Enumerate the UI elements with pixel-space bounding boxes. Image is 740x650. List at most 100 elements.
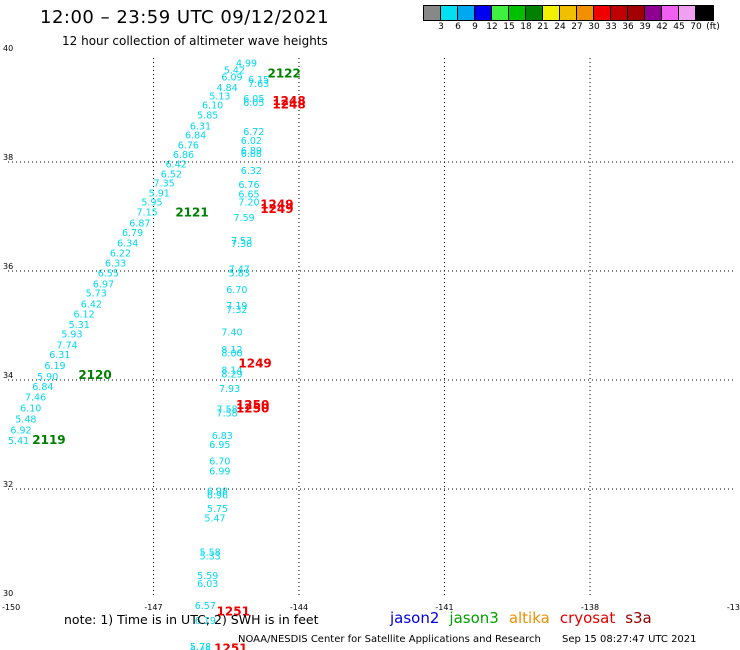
wave-height-label: 6.99 <box>209 466 230 477</box>
pass-time-label: 1248 <box>272 98 305 112</box>
color-swatch <box>509 6 526 20</box>
wave-height-label: 6.65 <box>238 189 259 200</box>
axis-labels: 40 38 36 34 32 30 -150 -147 -144 -141 -138 -13 <box>2 44 740 612</box>
color-scale-label: (ft) <box>706 22 720 32</box>
wave-height-label: 5.93 <box>61 329 82 340</box>
color-scale-label: 42 <box>656 22 668 32</box>
wave-height-label: 7.19 <box>226 301 247 312</box>
wave-height-label: 6.09 <box>221 72 242 83</box>
color-scale-label: 12 <box>486 22 498 32</box>
color-swatch <box>424 6 441 20</box>
wave-height-label: 7.40 <box>221 327 242 338</box>
legend-item-cryosat: cryosat <box>559 609 616 627</box>
wave-height-label: 5.73 <box>86 289 107 300</box>
page-subtitle: 12 hour collection of altimeter wave hei… <box>62 34 328 48</box>
wave-height-label: 5.95 <box>141 198 162 209</box>
wave-height-label: 5.83 <box>229 268 250 279</box>
wave-height-label: 7.15 <box>137 207 158 218</box>
x-tick-label: -141 <box>435 603 453 612</box>
pass-time-label: 2120 <box>78 368 111 382</box>
wave-height-label: 5.75 <box>207 504 228 515</box>
map-note: note: 1) Time is in UTC; 2) SWH is in fe… <box>64 612 319 627</box>
wave-height-labels: 4.995.426.094.845.136.105.856.316.846.76… <box>8 59 269 650</box>
wave-height-label: 7.35 <box>154 179 175 190</box>
wave-height-label: 7.47 <box>229 265 250 276</box>
color-swatch <box>679 6 696 20</box>
color-swatch <box>492 6 509 20</box>
color-swatch <box>441 6 458 20</box>
wave-height-label: 6.84 <box>185 131 206 142</box>
color-scale-label: 21 <box>537 22 549 32</box>
x-tick-label: -138 <box>581 603 599 612</box>
wave-height-label: 5.42 <box>224 66 245 77</box>
y-tick-label: 34 <box>3 371 13 380</box>
color-scale-label: 27 <box>571 22 583 32</box>
wave-height-label: 7.20 <box>238 198 259 209</box>
wave-height-label: 6.88 <box>241 149 262 160</box>
wave-height-label: 5.78 <box>190 642 211 650</box>
pass-time-labels: 2122124812482121124912491249125012502120… <box>32 67 305 650</box>
wave-height-label: 6.45 <box>190 646 211 650</box>
pass-time-label: 1248 <box>272 94 305 108</box>
color-scale-label: 33 <box>605 22 617 32</box>
wave-height-label: 6.97 <box>93 279 114 290</box>
wave-height-label: 6.31 <box>190 121 211 132</box>
legend-item-jason3: jason3 <box>449 609 499 627</box>
color-swatch <box>611 6 628 20</box>
color-scale-label: 6 <box>455 22 461 32</box>
wave-height-label: 5.47 <box>204 514 225 525</box>
color-swatch <box>526 6 543 20</box>
color-scale-label: 15 <box>503 22 515 32</box>
wave-height-label: 8.12 <box>221 345 242 356</box>
wave-height-label: 5.41 <box>8 436 29 447</box>
color-swatch <box>458 6 475 20</box>
wave-height-label: 6.42 <box>166 159 187 170</box>
wave-height-label: 6.70 <box>209 456 230 467</box>
y-tick-label: 40 <box>3 44 13 53</box>
color-swatch <box>475 6 492 20</box>
wave-height-label: 6.76 <box>178 140 199 151</box>
footer: NOAA/NESDIS Center for Satellite Applica… <box>238 634 697 645</box>
color-swatch <box>543 6 560 20</box>
pass-time-label: 1251 <box>214 642 247 650</box>
wave-height-label: 6.55 <box>98 268 119 279</box>
pass-time-label: 2119 <box>32 433 65 447</box>
color-swatch <box>662 6 679 20</box>
legend-item-jason2: jason2 <box>390 609 440 627</box>
wave-height-label: 7.53 <box>231 236 252 247</box>
color-swatch <box>645 6 662 20</box>
wave-height-label: 6.76 <box>238 180 259 191</box>
wave-height-label: 6.10 <box>20 404 41 415</box>
wave-height-label: 7.58 <box>217 405 238 416</box>
wave-height-label: 6.19 <box>44 361 65 372</box>
wave-height-label: 6.02 <box>241 136 262 147</box>
color-scale-label: 45 <box>673 22 685 32</box>
wave-height-label: 6.89 <box>241 146 262 157</box>
wave-height-label: 6.84 <box>32 382 53 393</box>
legend-item-altika: altika <box>508 609 550 627</box>
wave-height-label: 8.00 <box>221 349 242 360</box>
wave-height-label: 5.58 <box>200 547 221 558</box>
wave-height-label: 5.31 <box>69 320 90 331</box>
wave-height-label: 7.58 <box>217 409 238 420</box>
wave-height-label: 6.19 <box>195 616 216 627</box>
color-scale-label: 30 <box>588 22 600 32</box>
wave-height-label: 6.05 <box>243 94 264 105</box>
wave-height-label: 5.59 <box>197 571 218 582</box>
wave-height-label: 7.32 <box>226 305 247 316</box>
color-scale-label: 24 <box>554 22 566 32</box>
x-tick-label: -150 <box>2 603 20 612</box>
pass-time-label: 1249 <box>260 202 293 216</box>
wave-height-label: 7.38 <box>231 239 252 250</box>
wave-height-label: 6.83 <box>212 431 233 442</box>
pass-time-label: 2122 <box>267 67 300 81</box>
pass-time-label: 1249 <box>238 356 271 370</box>
wave-height-label: 6.92 <box>10 425 31 436</box>
wave-height-label: 7.63 <box>248 79 269 90</box>
wave-height-label: 6.95 <box>209 440 230 451</box>
x-tick-label: -13 <box>727 603 740 612</box>
color-scale-label: 9 <box>472 22 478 32</box>
color-scale-label: 3 <box>438 22 444 32</box>
wave-height-label: 4.99 <box>236 59 257 70</box>
color-scale-label: 39 <box>639 22 651 32</box>
